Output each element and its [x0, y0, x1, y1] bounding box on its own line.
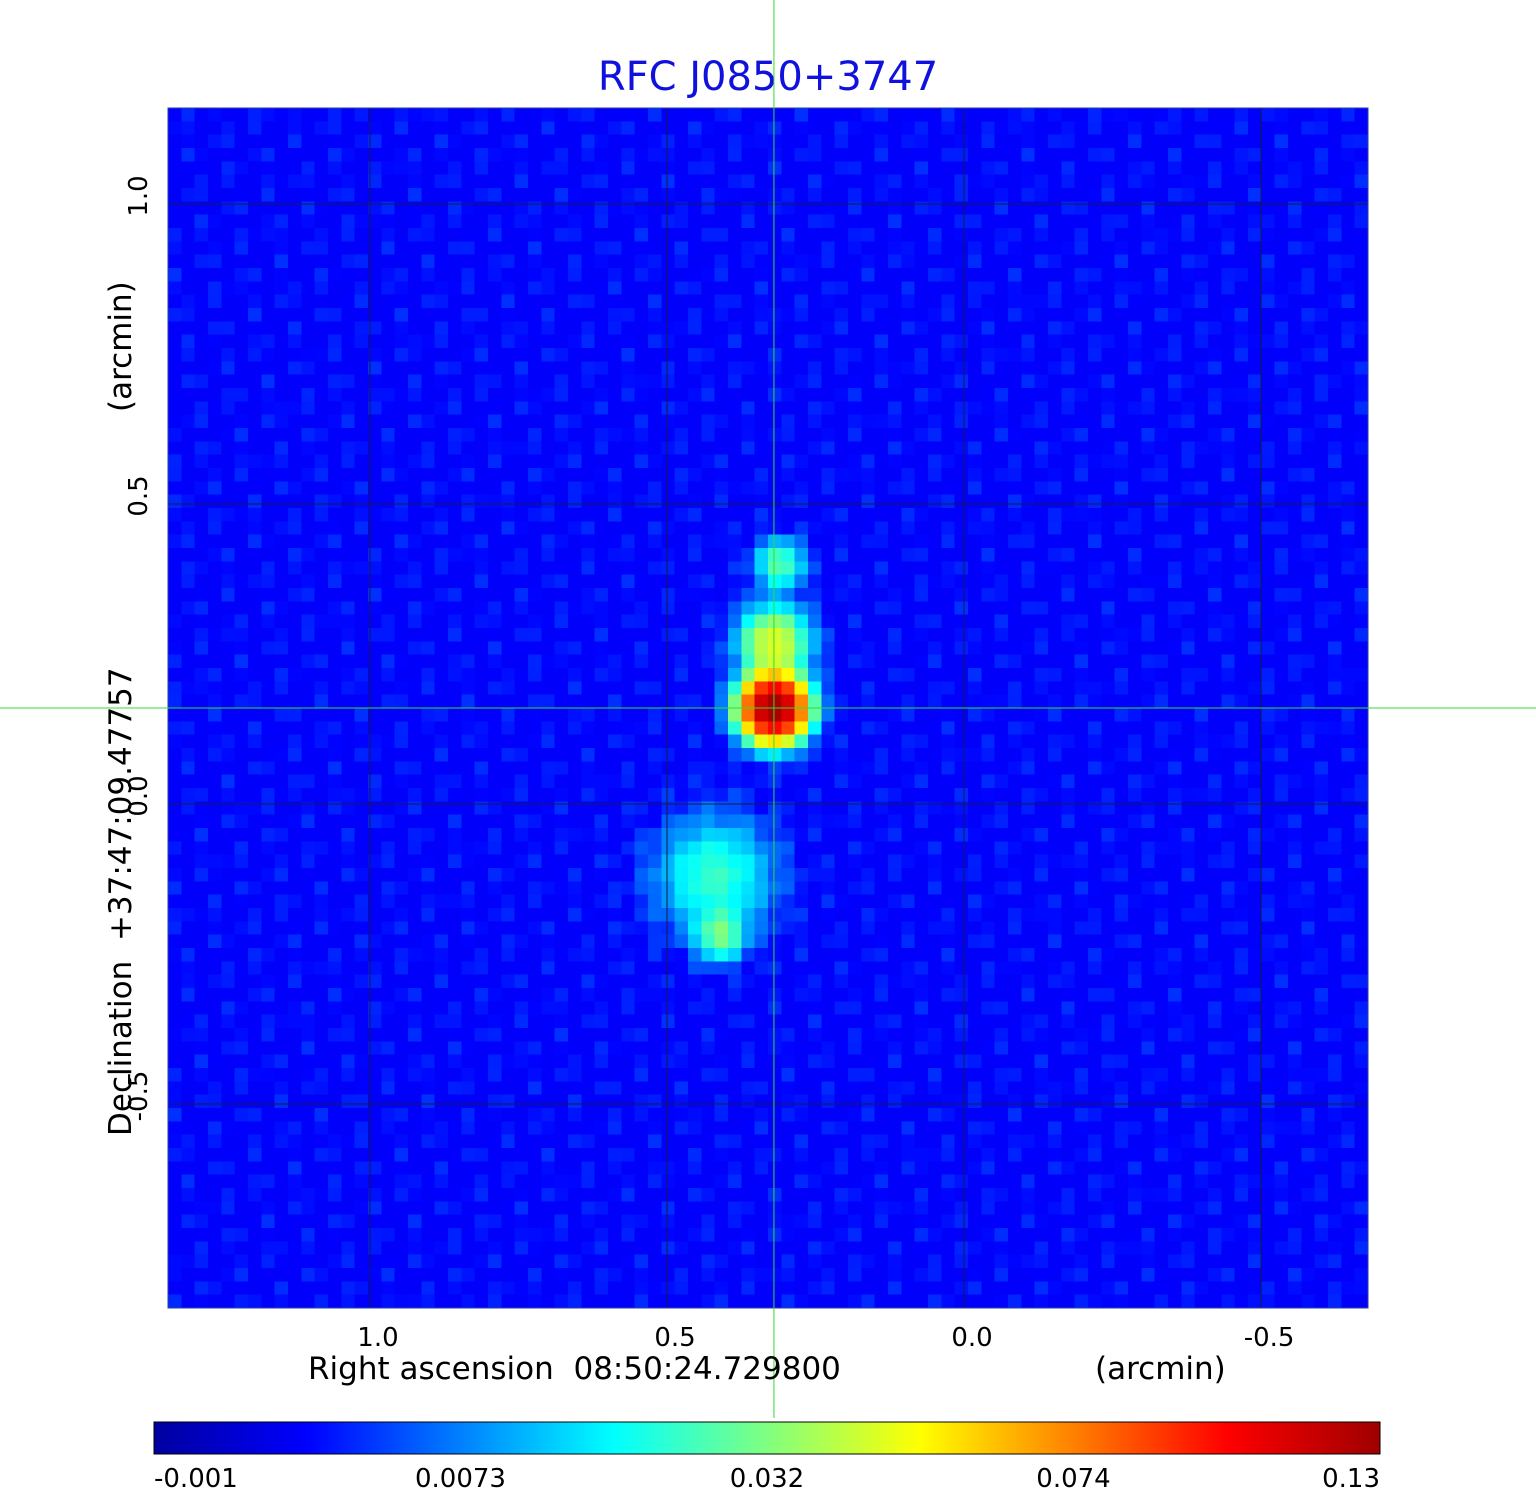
crosshair — [0, 0, 1536, 1418]
y-tick-label: 0.5 — [124, 475, 154, 516]
chart-title: RFC J0850+3747 — [598, 54, 938, 100]
colorbar — [153, 1421, 1381, 1455]
x-tick-label: 1.0 — [357, 1323, 398, 1353]
colorbar-tick-label: 0.074 — [1036, 1464, 1110, 1494]
colorbar-tick-label: 0.0073 — [415, 1464, 506, 1494]
y-axis-unit: (arcmin) — [103, 281, 139, 412]
colorbar-tick-label: 0.13 — [1322, 1464, 1380, 1494]
y-tick-label: 0.0 — [124, 775, 154, 816]
y-tick-labels: 1.0 0.5 0.0 -0.5 — [124, 175, 154, 1121]
colorbar-tick-label: 0.032 — [730, 1464, 804, 1494]
x-tick-label: 0.0 — [951, 1323, 992, 1353]
x-axis-unit: (arcmin) — [1095, 1351, 1226, 1387]
y-tick-label: 1.0 — [124, 175, 154, 216]
x-axis-label: Right ascension 08:50:24.729800 — [308, 1351, 841, 1387]
y-axis-label: Declination +37:47:09.47757 — [103, 667, 139, 1136]
x-tick-label: 0.5 — [654, 1323, 695, 1353]
y-tick-label: -0.5 — [124, 1071, 154, 1122]
colorbar-tick-labels: -0.001 0.0073 0.032 0.074 0.13 — [154, 1464, 1380, 1494]
x-tick-label: -0.5 — [1244, 1323, 1295, 1353]
colorbar-tick-label: -0.001 — [154, 1464, 238, 1494]
x-tick-labels: 1.0 0.5 0.0 -0.5 — [357, 1323, 1294, 1353]
